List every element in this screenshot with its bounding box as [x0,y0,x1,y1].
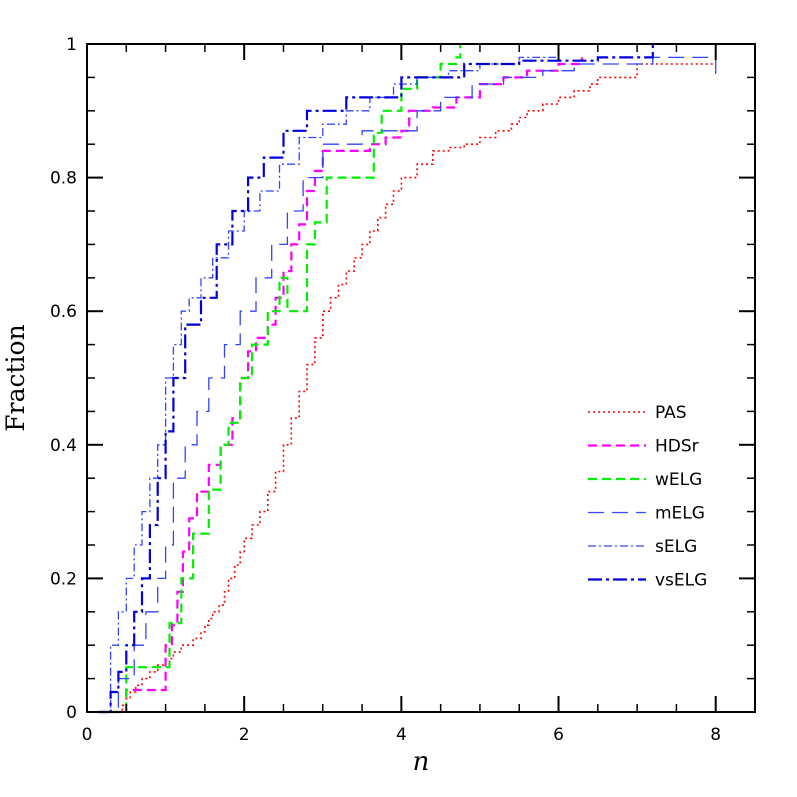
x-tick-label: 6 [553,725,564,745]
y-tick-label: 0.8 [50,169,77,189]
y-tick-label: 0.6 [50,302,77,322]
x-axis-title: n [413,747,430,777]
series-line-melg [98,56,717,713]
x-tick-label: 0 [82,725,93,745]
series-line-welg [98,44,462,714]
series-line-hdsr [98,57,584,714]
series-layer [98,44,717,714]
x-tick-label: 4 [396,725,407,745]
y-tick-label: 0 [66,703,77,723]
x-tick-label: 8 [710,725,721,745]
legend-label-hdsr: HDSr [655,437,699,457]
y-axis-title: Fraction [1,324,30,431]
x-tick-label: 2 [239,725,250,745]
y-tick-label: 0.4 [50,436,77,456]
series-line-vselg [98,44,654,714]
y-tick-label: 0.2 [50,569,77,589]
series-line-pas [98,63,716,713]
legend-label-selg: sELG [655,537,697,557]
ticks-layer: 0 2 4 6 8 0 0.2 0.4 0.6 0.8 1 [50,35,755,745]
legend: PAS HDSr wELG mELG sELG vsELG [588,403,707,591]
series-line-selg [98,50,560,713]
legend-label-pas: PAS [655,403,687,423]
plot-frame [86,43,756,713]
y-tick-label: 1 [66,35,77,55]
legend-label-melg: mELG [655,504,705,524]
legend-label-welg: wELG [655,470,702,490]
legend-label-vselg: vsELG [655,571,707,591]
